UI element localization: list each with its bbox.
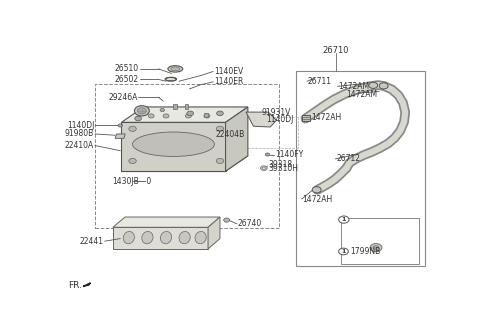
Text: 1472AH: 1472AH — [302, 194, 333, 203]
Text: 1140FY: 1140FY — [275, 150, 303, 159]
Circle shape — [160, 109, 165, 112]
Text: 91980B: 91980B — [65, 130, 94, 139]
Polygon shape — [115, 134, 125, 138]
Text: 1140DJ: 1140DJ — [67, 121, 94, 130]
Circle shape — [134, 106, 149, 116]
Ellipse shape — [195, 231, 206, 244]
Polygon shape — [121, 107, 248, 122]
Text: 22410A: 22410A — [65, 141, 94, 150]
Circle shape — [312, 187, 321, 193]
Text: 1799NB: 1799NB — [350, 247, 381, 256]
Text: 22404B: 22404B — [216, 130, 245, 139]
Ellipse shape — [168, 66, 183, 72]
Circle shape — [216, 158, 224, 164]
Text: 1140EV: 1140EV — [214, 67, 243, 76]
Circle shape — [135, 116, 142, 121]
Circle shape — [263, 167, 265, 169]
Circle shape — [137, 108, 146, 114]
Ellipse shape — [132, 132, 215, 156]
Circle shape — [261, 166, 267, 170]
Circle shape — [187, 111, 193, 116]
Text: 26711: 26711 — [308, 77, 332, 86]
Bar — [185, 104, 188, 109]
Text: 91931V: 91931V — [262, 108, 291, 117]
Circle shape — [204, 114, 210, 118]
Bar — [96, 84, 279, 228]
Polygon shape — [246, 112, 276, 127]
Text: 22441: 22441 — [80, 237, 104, 246]
Polygon shape — [83, 283, 91, 287]
Text: 39318: 39318 — [268, 160, 292, 169]
Circle shape — [224, 218, 229, 222]
Bar — [302, 116, 310, 121]
Polygon shape — [121, 122, 226, 171]
Ellipse shape — [123, 231, 134, 244]
Circle shape — [118, 124, 122, 127]
Text: 26510: 26510 — [115, 64, 139, 73]
Text: 26712: 26712 — [336, 154, 360, 163]
Text: 1: 1 — [341, 249, 346, 254]
Circle shape — [216, 111, 223, 116]
Circle shape — [185, 114, 192, 118]
Bar — [296, 71, 425, 267]
Ellipse shape — [142, 231, 153, 244]
Text: 1472AM: 1472AM — [338, 82, 370, 91]
Text: 1140ER: 1140ER — [214, 77, 243, 86]
Ellipse shape — [165, 77, 177, 81]
Ellipse shape — [160, 231, 172, 244]
Circle shape — [163, 114, 169, 118]
Text: 39310H: 39310H — [268, 164, 299, 173]
Polygon shape — [208, 217, 220, 249]
Ellipse shape — [171, 67, 180, 71]
Circle shape — [216, 126, 224, 131]
Bar — [204, 113, 208, 117]
Text: 26740: 26740 — [238, 219, 262, 228]
Text: 1430JB—0: 1430JB—0 — [112, 176, 151, 185]
Text: 29246A: 29246A — [108, 93, 137, 102]
Text: 1472AH: 1472AH — [311, 113, 341, 122]
Polygon shape — [113, 217, 220, 227]
Circle shape — [148, 114, 154, 118]
Ellipse shape — [179, 231, 190, 244]
Circle shape — [129, 126, 136, 131]
Circle shape — [129, 158, 136, 164]
Circle shape — [265, 153, 270, 156]
Circle shape — [338, 248, 348, 255]
Text: 26710: 26710 — [323, 46, 349, 55]
Circle shape — [370, 243, 382, 252]
Text: 1: 1 — [342, 217, 346, 222]
Circle shape — [373, 245, 379, 250]
Text: FR.: FR. — [68, 281, 82, 290]
Circle shape — [369, 82, 378, 89]
Text: 1140DJ: 1140DJ — [266, 115, 293, 124]
Bar — [341, 217, 419, 264]
Polygon shape — [226, 107, 248, 171]
Circle shape — [379, 83, 388, 89]
Circle shape — [338, 216, 349, 223]
Text: 26502: 26502 — [115, 75, 139, 84]
Text: 1472AM: 1472AM — [347, 90, 378, 99]
Bar — [173, 104, 177, 109]
Polygon shape — [113, 227, 208, 249]
